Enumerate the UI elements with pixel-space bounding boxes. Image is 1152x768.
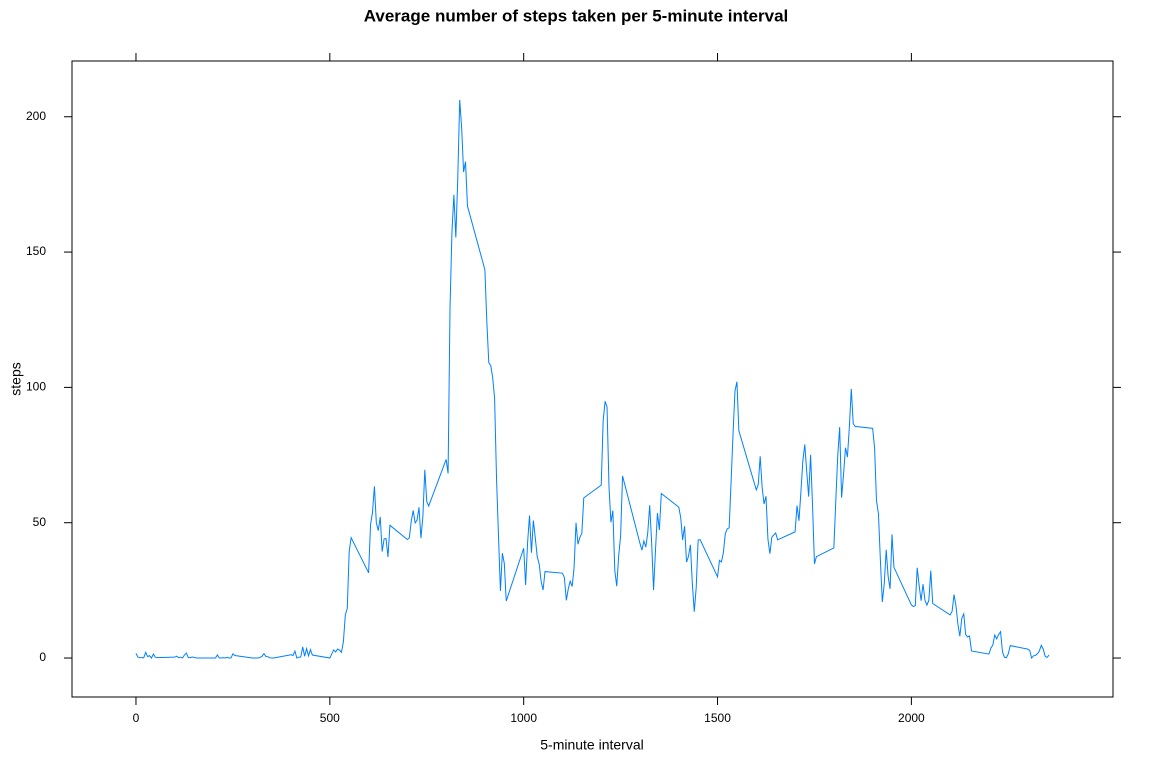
x-tick-label: 1000 <box>510 711 537 725</box>
x-tick-label: 2000 <box>898 711 925 725</box>
data-line <box>135 100 1050 660</box>
y-axis-label: steps <box>8 362 24 395</box>
x-tick-label: 500 <box>320 711 340 725</box>
x-tick-label: 0 <box>133 711 140 725</box>
y-tick-label: 200 <box>26 109 46 123</box>
chart-title: Average number of steps taken per 5-minu… <box>364 6 789 25</box>
x-tick-label: 1500 <box>704 711 731 725</box>
y-tick-label: 50 <box>33 515 47 529</box>
y-tick-label: 150 <box>26 244 46 258</box>
y-tick-label: 100 <box>26 380 46 394</box>
y-tick-label: 0 <box>39 650 46 664</box>
plot-frame <box>71 60 1114 698</box>
x-axis-label: 5-minute interval <box>540 737 644 753</box>
